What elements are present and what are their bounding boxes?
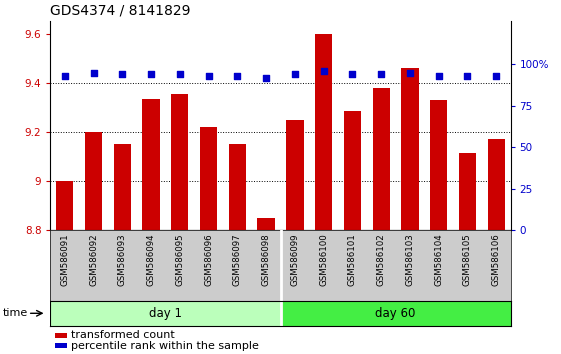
Text: GSM586103: GSM586103	[406, 234, 415, 286]
Point	[491, 73, 500, 79]
Point	[118, 72, 127, 77]
Text: GSM586102: GSM586102	[376, 234, 385, 286]
Text: time: time	[3, 308, 28, 318]
Text: GSM586096: GSM586096	[204, 234, 213, 286]
Bar	[315, 34, 332, 230]
Point	[89, 70, 98, 75]
Bar	[85, 132, 102, 230]
Text: GSM586099: GSM586099	[291, 234, 300, 286]
Text: GSM586106: GSM586106	[491, 234, 500, 286]
Bar	[257, 218, 275, 230]
Text: percentile rank within the sample: percentile rank within the sample	[71, 341, 259, 351]
Point	[261, 75, 270, 80]
Point	[463, 73, 472, 79]
Text: GSM586094: GSM586094	[146, 234, 155, 286]
Point	[204, 73, 213, 79]
Text: day 1: day 1	[149, 307, 182, 320]
Bar	[401, 68, 419, 230]
Bar	[459, 153, 476, 230]
Point	[434, 73, 443, 79]
Point	[146, 72, 155, 77]
Bar	[114, 144, 131, 230]
Point	[319, 68, 328, 74]
Bar	[344, 111, 361, 230]
Bar	[430, 100, 447, 230]
Point	[348, 72, 357, 77]
Bar	[200, 127, 217, 230]
Bar	[171, 94, 188, 230]
Point	[61, 73, 70, 79]
Text: GSM586095: GSM586095	[176, 234, 185, 286]
Text: GSM586097: GSM586097	[233, 234, 242, 286]
Text: GSM586101: GSM586101	[348, 234, 357, 286]
Point	[406, 70, 415, 75]
Bar	[229, 144, 246, 230]
Bar	[286, 120, 304, 230]
Bar	[50, 301, 280, 326]
Bar	[373, 87, 390, 230]
Point	[176, 72, 185, 77]
Point	[376, 72, 385, 77]
Text: day 60: day 60	[375, 307, 416, 320]
Text: GSM586098: GSM586098	[261, 234, 270, 286]
Text: GSM586091: GSM586091	[61, 234, 70, 286]
Bar	[488, 139, 505, 230]
Text: GSM586093: GSM586093	[118, 234, 127, 286]
Bar	[142, 99, 160, 230]
Bar	[55, 343, 67, 348]
Text: GDS4374 / 8141829: GDS4374 / 8141829	[50, 4, 191, 18]
Text: GSM586104: GSM586104	[434, 234, 443, 286]
Bar	[280, 301, 511, 326]
Text: transformed count: transformed count	[71, 331, 175, 341]
Point	[233, 73, 242, 79]
Point	[291, 72, 300, 77]
Text: GSM586092: GSM586092	[89, 234, 98, 286]
Bar	[56, 181, 73, 230]
Text: GSM586100: GSM586100	[319, 234, 328, 286]
Bar	[55, 333, 67, 338]
Text: GSM586105: GSM586105	[463, 234, 472, 286]
